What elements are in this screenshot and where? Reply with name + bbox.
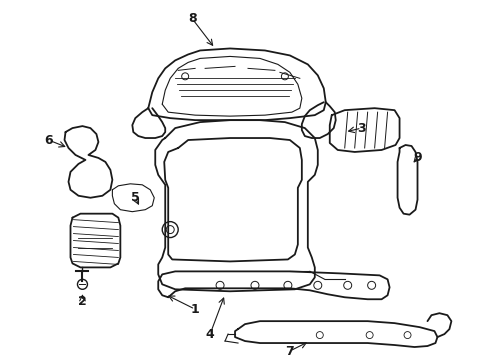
Text: 5: 5 [131,191,140,204]
Text: 2: 2 [78,295,87,308]
Text: 9: 9 [412,152,421,165]
Text: 8: 8 [187,12,196,25]
Text: 7: 7 [285,345,294,357]
Text: 6: 6 [44,134,53,147]
Text: 1: 1 [190,303,199,316]
Text: 3: 3 [357,122,365,135]
Text: 4: 4 [205,328,214,341]
